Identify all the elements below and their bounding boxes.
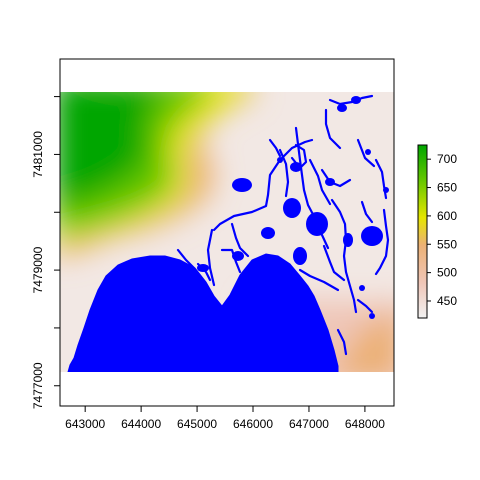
x-tick-label: 643000 [65,417,105,431]
x-tick-label: 648000 [345,417,385,431]
x-tick-label: 644000 [121,417,161,431]
main-water-body [67,253,339,372]
x-axis: 643000 644000 645000 646000 647000 648000 [65,406,385,431]
y-tick-label: 7477000 [31,362,45,409]
y-tick-label: 7479000 [31,246,45,293]
legend-tick-label: 550 [437,237,457,251]
x-tick-label: 646000 [233,417,273,431]
elevation-raster [60,92,394,372]
water-mask [67,94,390,372]
legend-tick-label: 650 [437,181,457,195]
legend-tick-label: 600 [437,209,457,223]
plot-frame [59,58,395,407]
legend-tick-label: 700 [437,152,457,166]
y-axis: 7477000 7479000 7481000 [31,96,60,409]
legend-color-bar [417,144,428,319]
legend-tick-label: 500 [437,266,457,280]
y-tick-label: 7481000 [31,131,45,178]
x-tick-label: 647000 [289,417,329,431]
legend-tick-label: 450 [437,294,457,308]
color-legend: 450 500 550 600 650 700 [417,144,457,319]
x-tick-label: 645000 [177,417,217,431]
